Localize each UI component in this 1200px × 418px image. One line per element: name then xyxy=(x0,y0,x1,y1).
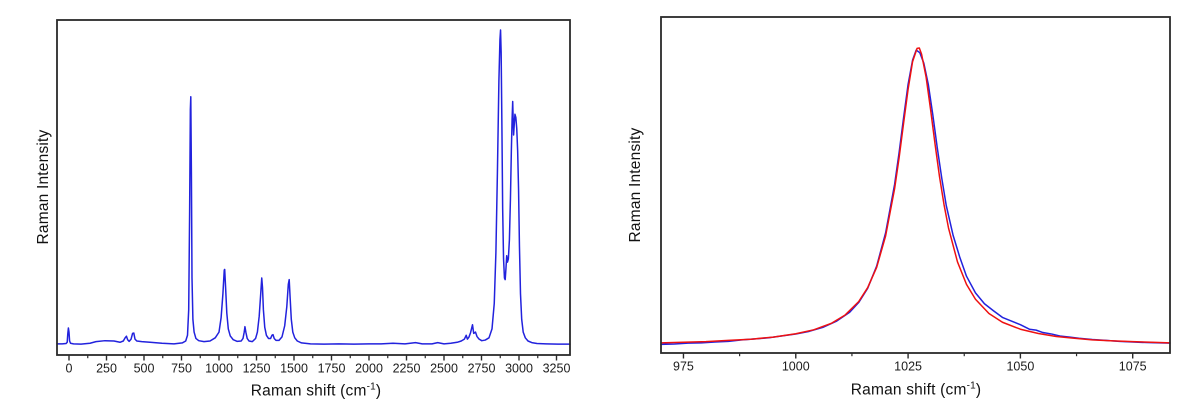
x-axis-title-close: ) xyxy=(975,381,982,399)
peak-fit-zoom-chart: 975 1000 1025 1050 1075 Raman Intensity Rama… xyxy=(600,0,1200,418)
x-axis-title-superscript: -1 xyxy=(966,380,976,392)
x-axis-tick-label: 1025 xyxy=(894,359,922,373)
x-axis-tick-label: 2250 xyxy=(393,361,421,375)
right-chart-y-axis-title: Raman Intensity xyxy=(627,128,645,243)
full-raman-spectrum-chart: 0 250 500 750 1000 1250 1500 1750 2000 2250 2500 27… xyxy=(35,19,571,400)
x-axis-tick-label: 1075 xyxy=(1119,359,1147,373)
x-axis-tick-label: 2000 xyxy=(355,361,383,375)
x-axis-title-text: Raman shift (cm xyxy=(250,382,367,400)
x-axis-title-text: Raman shift (cm xyxy=(850,381,967,399)
x-axis-title-superscript: -1 xyxy=(366,381,376,393)
x-axis-tick-label: 1000 xyxy=(782,359,810,373)
x-axis-tick-label: 1250 xyxy=(243,361,271,375)
x-axis-tick-label: 750 xyxy=(171,361,192,375)
left-chart-x-axis-title: Raman shift (cm-1) xyxy=(251,381,382,400)
x-axis-tick-label: 1000 xyxy=(205,361,233,375)
x-axis-tick-label: 1050 xyxy=(1006,359,1034,373)
y-axis-title-text: Raman Intensity xyxy=(35,129,52,245)
lorentzian-fit-trace xyxy=(660,47,1171,344)
left-chart-y-axis-title: Raman Intensity xyxy=(35,130,53,245)
x-axis-tick-label: 0 xyxy=(66,361,73,375)
x-axis-tick-label: 975 xyxy=(673,359,694,373)
measured-spectrum-trace xyxy=(660,49,1171,346)
x-axis-tick-label: 2500 xyxy=(430,361,458,375)
x-axis-title-close: ) xyxy=(375,382,382,400)
x-axis-tick-label: 1750 xyxy=(318,361,346,375)
plot-frame xyxy=(56,19,571,356)
plot-frame xyxy=(660,16,1171,354)
raman-spectrum-trace xyxy=(56,29,571,345)
full-spectrum-plot: 0 250 500 750 1000 1250 1500 1750 2000 2250 2500 27… xyxy=(56,19,571,375)
y-axis-title-text: Raman Intensity xyxy=(627,127,644,243)
x-axis-tick-label: 3250 xyxy=(543,361,571,375)
right-chart-x-axis-title: Raman shift (cm-1) xyxy=(851,380,982,399)
x-axis-tick-label: 500 xyxy=(134,361,155,375)
x-axis-tick-label: 2750 xyxy=(468,361,496,375)
peak-fit-plot: 975 1000 1025 1050 1075 xyxy=(660,16,1171,373)
x-axis-tick-label: 1500 xyxy=(280,361,308,375)
x-axis-tick-label: 3000 xyxy=(505,361,533,375)
x-axis-tick-label: 250 xyxy=(96,361,117,375)
